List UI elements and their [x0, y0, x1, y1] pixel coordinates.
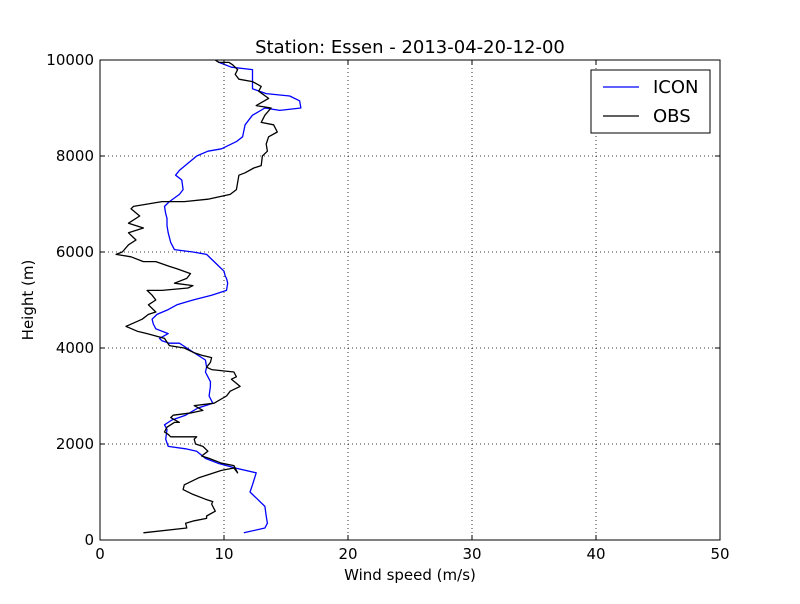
y-tick-label: 6000: [56, 243, 94, 261]
y-tick-label: 8000: [56, 147, 94, 165]
x-tick-label: 50: [710, 545, 729, 563]
legend: ICON OBS: [590, 69, 711, 134]
x-tick-label: 10: [214, 545, 233, 563]
chart-title: Station: Essen - 2013-04-20-12-00: [255, 37, 565, 58]
legend-box: [590, 69, 711, 134]
x-tick-label: 0: [95, 545, 105, 563]
axis-ticks: 0 10 20 30 40 50 0 2000 4000 6000 8000 10000: [46, 51, 729, 563]
grid: [100, 60, 720, 540]
x-tick-label: 20: [338, 545, 357, 563]
x-axis-label: Wind speed (m/s): [344, 566, 476, 584]
y-tick-label: 2000: [56, 435, 94, 453]
series-line-icon: [151, 59, 302, 534]
legend-label-obs: OBS: [653, 106, 691, 127]
x-tick-label: 30: [462, 545, 481, 563]
series-lines: [115, 59, 302, 534]
y-tick-label: 0: [84, 531, 94, 549]
series-line-obs: [115, 59, 278, 534]
y-tick-label: 10000: [46, 51, 94, 69]
y-tick-label: 4000: [56, 339, 94, 357]
plot-frame: [99, 59, 721, 541]
legend-label-icon: ICON: [653, 77, 699, 98]
y-axis-label: Height (m): [19, 260, 37, 341]
x-tick-label: 40: [586, 545, 605, 563]
